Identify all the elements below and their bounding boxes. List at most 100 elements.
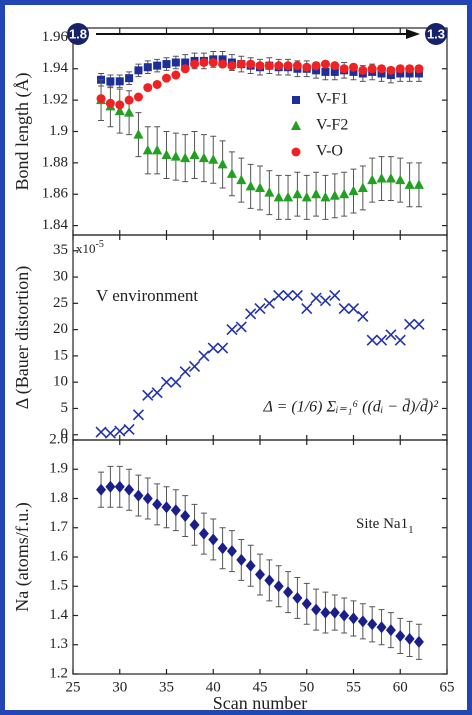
- marker-circle: [124, 95, 134, 105]
- x-axis-label: Scan number: [213, 693, 307, 713]
- y-axis-label: Δ (Bauer distortion): [12, 266, 33, 410]
- marker-cross: [226, 324, 238, 336]
- marker-diamond: [395, 629, 406, 642]
- y-tick-label: 5: [61, 400, 69, 416]
- marker-diamond: [133, 489, 144, 502]
- x-tick-label: 25: [66, 679, 81, 695]
- y-tick-label: 1.2: [49, 665, 68, 681]
- y-tick-label: 1.88: [42, 154, 68, 170]
- marker-diamond: [339, 609, 350, 622]
- marker-triangle: [264, 187, 275, 197]
- marker-circle: [367, 64, 377, 74]
- y-tick-label: 1.7: [49, 519, 68, 535]
- x-tick-label: 30: [112, 679, 127, 695]
- marker-triangle: [385, 173, 396, 183]
- marker-diamond: [273, 580, 284, 593]
- marker-diamond: [226, 545, 237, 558]
- marker-diamond: [105, 480, 116, 493]
- y-tick-label: 1.86: [42, 186, 69, 202]
- annotation: Site Na11: [356, 516, 414, 535]
- marker-circle: [162, 73, 171, 83]
- marker-diamond: [311, 603, 322, 616]
- marker-cross: [357, 310, 369, 323]
- multiplier-exponent: -5: [96, 239, 104, 250]
- marker-circle: [199, 58, 209, 67]
- marker-diamond: [348, 612, 359, 625]
- marker-cross: [114, 425, 126, 437]
- marker-triangle: [329, 190, 340, 200]
- marker-triangle: [404, 179, 415, 189]
- marker-diamond: [292, 591, 303, 604]
- marker-diamond: [404, 632, 415, 645]
- y-axis-label: Na (atoms/f.u.): [12, 502, 33, 611]
- x-tick-label: 45: [253, 679, 268, 695]
- marker-circle: [180, 64, 190, 74]
- marker-diamond: [329, 606, 340, 619]
- marker-circle: [320, 59, 330, 69]
- x-tick-label: 65: [440, 679, 455, 695]
- marker-square: [349, 67, 358, 76]
- marker-triangle: [367, 174, 378, 185]
- marker-cross: [263, 297, 275, 309]
- y-tick-label: 1.6: [49, 548, 68, 564]
- marker-diamond: [208, 533, 219, 546]
- marker-triangle: [357, 182, 368, 192]
- multiplier-base: x10: [76, 241, 96, 256]
- x-tick-label: 40: [206, 679, 221, 695]
- marker-triangle: [114, 105, 125, 116]
- arrow-head: [406, 29, 420, 39]
- y-tick-label: 0: [61, 426, 69, 442]
- marker-square: [396, 69, 405, 78]
- marker-cross: [413, 318, 425, 330]
- annotation: V environment: [96, 286, 198, 305]
- marker-square: [106, 77, 115, 86]
- marker-square: [125, 74, 134, 83]
- marker-diamond: [245, 559, 256, 572]
- x-tick-label: 55: [346, 679, 361, 695]
- marker-cross: [319, 295, 332, 307]
- marker-triangle: [376, 173, 387, 183]
- y-tick-label: 1.9: [49, 461, 68, 477]
- y-tick-label: 15: [53, 347, 68, 363]
- x-tick-label: 60: [393, 679, 408, 695]
- marker-cross: [273, 289, 285, 302]
- marker-circle: [377, 64, 387, 74]
- marker-triangle: [348, 185, 359, 196]
- marker-circle: [302, 62, 312, 72]
- marker-cross: [338, 303, 350, 315]
- marker-circle: [96, 94, 106, 104]
- marker-triangle: [311, 188, 322, 199]
- marker-circle: [291, 147, 301, 157]
- marker-circle: [218, 59, 228, 69]
- marker-cross: [207, 342, 219, 354]
- marker-cross: [301, 303, 313, 315]
- marker-cross: [217, 342, 229, 354]
- legend-label: V-F1: [316, 91, 348, 108]
- marker-triangle: [320, 191, 331, 202]
- y-tick-label: 2.0: [49, 431, 68, 447]
- marker-circle: [311, 61, 321, 71]
- formula: Δ = (1/6) Σᵢ₌₁⁶ ((dᵢ − d̄)/d̄)²: [263, 399, 440, 416]
- marker-cross: [142, 389, 154, 401]
- marker-cross: [329, 289, 341, 302]
- badge-label: 1.3: [427, 26, 445, 41]
- marker-circle: [115, 100, 125, 110]
- marker-triangle: [189, 149, 200, 160]
- marker-diamond: [198, 527, 209, 540]
- marker-diamond: [301, 597, 312, 610]
- y-tick-label: 1.5: [49, 578, 68, 594]
- x-tick-label: 50: [299, 679, 314, 695]
- marker-cross: [347, 303, 360, 315]
- marker-triangle: [339, 188, 350, 199]
- marker-circle: [349, 62, 358, 72]
- marker-diamond: [283, 586, 294, 599]
- marker-diamond: [189, 518, 200, 531]
- y-tick-label: 10: [53, 374, 68, 390]
- marker-diamond: [255, 568, 265, 581]
- marker-square: [377, 69, 386, 78]
- marker-circle: [283, 61, 293, 71]
- marker-cross: [151, 387, 163, 399]
- marker-diamond: [376, 621, 387, 634]
- marker-cross: [394, 334, 406, 346]
